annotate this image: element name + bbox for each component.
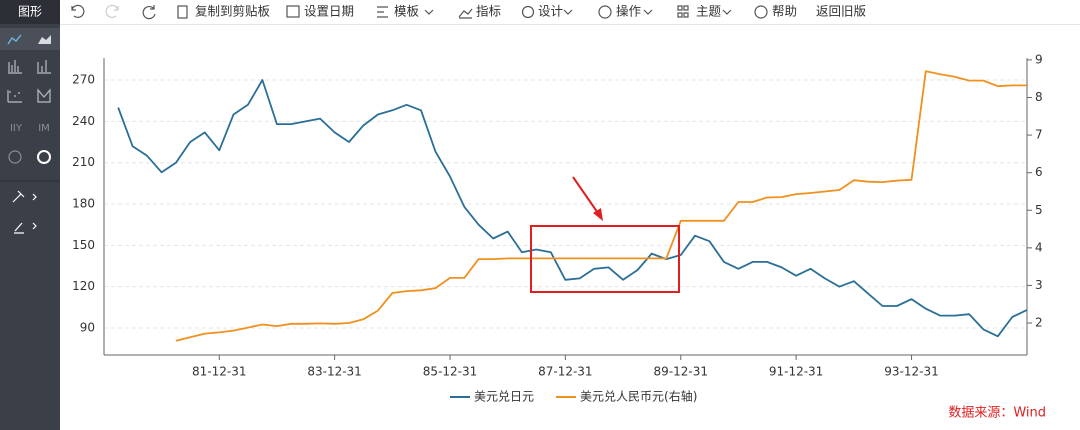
y2-tick-label: 2 [1035,316,1043,330]
template-icon[interactable] [377,6,388,18]
sidebar-icons[interactable]: IIY IM [0,28,60,234]
plot: 90 120 150 180 210 240 270 2 3 4 5 6 7 8 9 81-12-31 83-1… [72,52,1043,403]
arrow-head [593,208,603,221]
theme-icon[interactable] [677,5,689,18]
design-icon[interactable] [521,5,535,19]
y-tick-label: 210 [72,155,95,169]
y2-tick-label: 4 [1035,240,1043,254]
legend-label: 美元兑日元 [474,390,534,404]
y-tick-label: 90 [80,321,95,335]
toolbar-item[interactable]: 指标 [476,4,501,19]
y2-tick-label: 9 [1035,52,1043,66]
toolbar-item[interactable]: 复制到剪贴板 [195,4,271,19]
y2-tick-label: 8 [1035,90,1043,104]
toolbar-item[interactable]: 主题 [696,4,722,19]
radar-icon[interactable] [37,150,51,164]
icon-label[interactable]: IM [38,123,50,134]
bar2-icon[interactable] [37,60,51,74]
y-tick-label: 270 [72,73,95,87]
toolbar[interactable]: 复制到剪贴板 设置日期 模板 指标 设计 操作 主题 帮助 返回旧版 [71,4,867,20]
redo-icon[interactable] [105,4,119,18]
sidebar-title: 图形 [18,5,42,19]
y-tick-label: 240 [72,114,95,128]
help-icon[interactable] [754,5,768,19]
combo-icon[interactable] [37,88,51,103]
y2-tick-label: 7 [1035,128,1043,142]
toolbar-item[interactable]: 设置日期 [304,4,354,19]
indicator-icon[interactable] [458,8,473,19]
line-icon[interactable] [7,34,22,45]
pie-icon[interactable] [8,150,22,164]
active-tab [0,28,60,50]
sidebar-header [0,0,60,24]
sidebar [0,0,60,430]
copy-icon[interactable] [177,5,188,19]
x-tick-label: 87-12-31 [538,365,592,379]
x-tick-label: 83-12-31 [307,365,361,379]
series-line [175,70,1027,342]
toolbar-item[interactable]: 返回旧版 [816,4,867,19]
toolbar-item[interactable]: 操作 [616,4,642,19]
area-icon[interactable] [38,35,51,44]
y2-tick-label: 6 [1035,165,1043,179]
legend: 美元兑日元 美元兑人民币元(右轴) [450,389,697,404]
undo-icon[interactable] [71,4,85,18]
x-tick-label: 81-12-31 [192,365,246,379]
y2-tick-label: 5 [1035,203,1043,217]
x-tick-label: 89-12-31 [654,365,708,379]
tool-icon[interactable] [12,190,37,203]
y-tick-label: 150 [72,238,95,252]
highlight-box [530,225,680,293]
draw-icon[interactable] [14,222,37,234]
date-icon[interactable] [286,5,300,18]
series-line [117,79,1028,338]
y2-tick-label: 3 [1035,278,1043,292]
dropdown-chevrons[interactable] [424,9,732,15]
legend-label: 美元兑人民币元(右轴) [580,389,697,404]
y-tick-label: 120 [72,279,95,293]
annotation-arrow [572,176,601,217]
y-tick-label: 180 [72,197,95,211]
x-tick-label: 85-12-31 [423,365,477,379]
operate-icon[interactable] [598,5,612,19]
toolbar-item[interactable]: 模板 [394,4,420,19]
source-note: 数据来源：Wind [948,406,1046,421]
scatter-icon[interactable] [7,90,22,103]
bar-icon[interactable] [8,60,22,74]
x-tick-label: 93-12-31 [884,365,938,379]
toolbar-item[interactable]: 设计 [538,4,563,19]
refresh-icon[interactable] [142,5,156,20]
x-tick-label: 91-12-31 [769,365,823,379]
icon-label[interactable]: IIY [10,123,23,134]
toolbar-item[interactable]: 帮助 [772,4,797,19]
